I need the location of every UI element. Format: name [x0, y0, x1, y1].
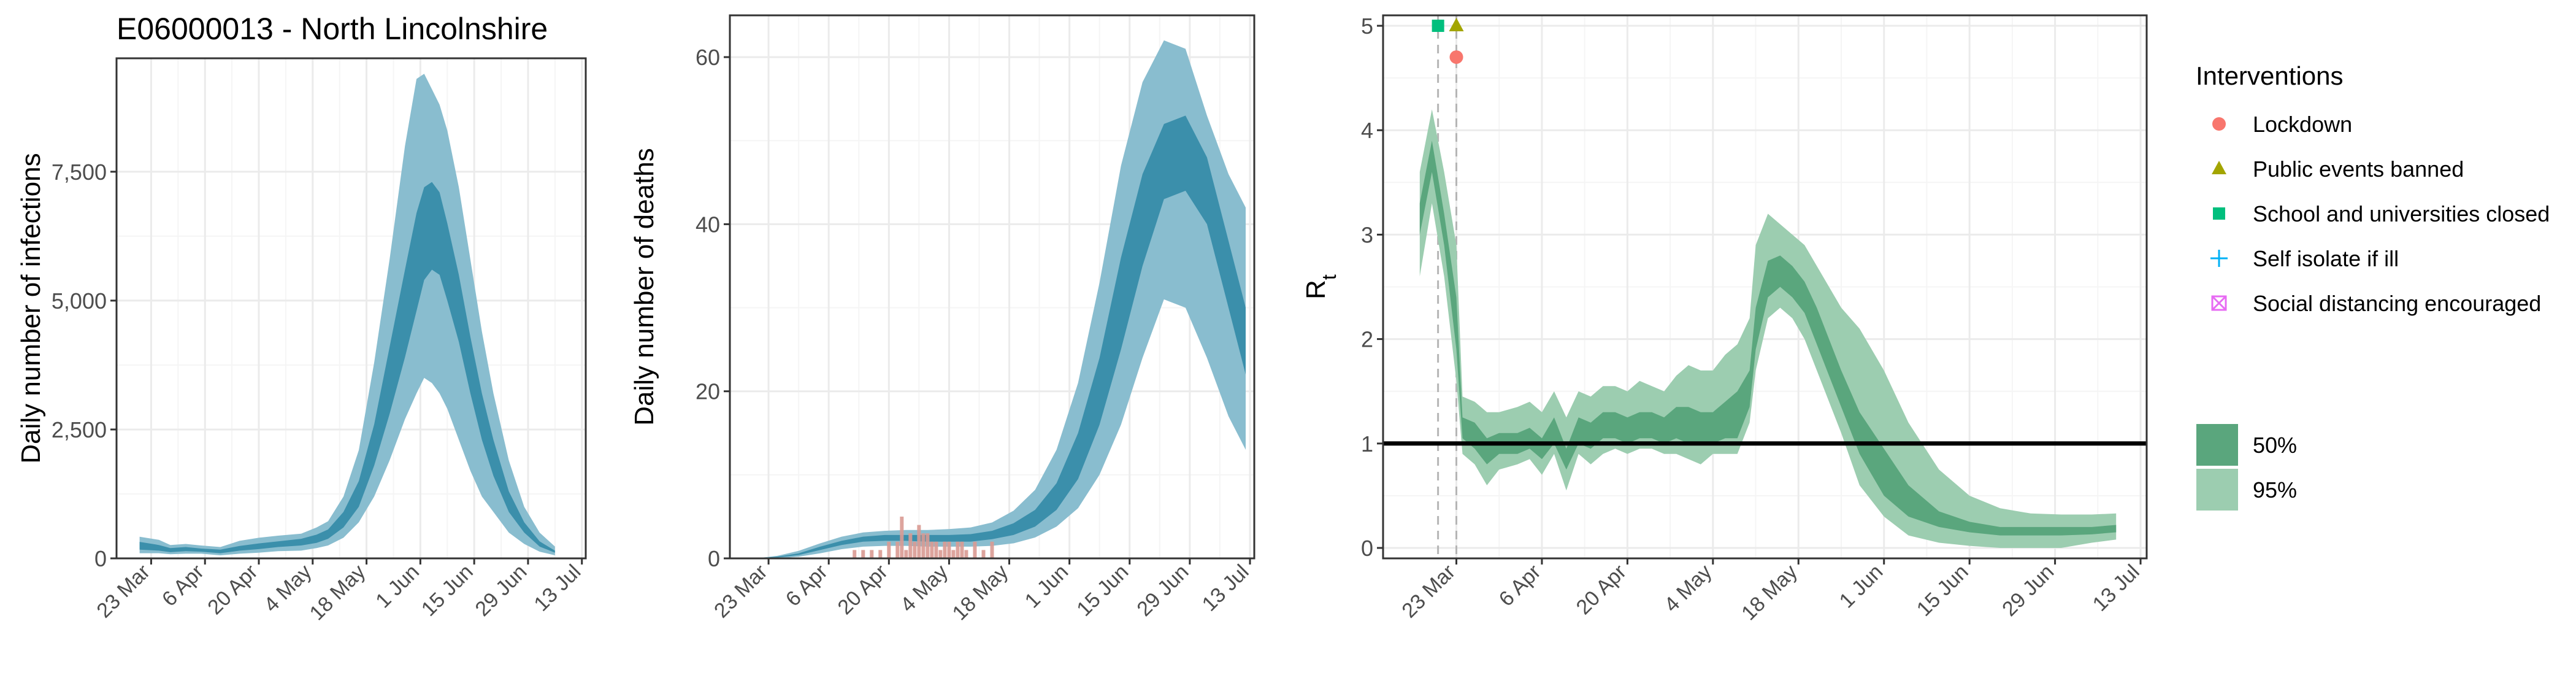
legend-item-label: School and universities closed [2253, 201, 2550, 226]
y-tick-label: 5 [1361, 13, 1373, 39]
panel-border [729, 14, 1255, 560]
observed-death-bar [973, 541, 977, 558]
panel-border [1382, 14, 2148, 560]
observed-death-bar [917, 525, 921, 558]
ci50-band [756, 115, 1246, 558]
y-tick-label: 20 [696, 379, 720, 404]
y-tick-label: 7,500 [52, 160, 107, 185]
y-tick-label: 40 [696, 212, 720, 237]
legend-item-label: 95% [2253, 477, 2297, 503]
y-tick-label: 0 [708, 546, 720, 571]
observed-death-bar [951, 550, 956, 558]
observed-death-bar [926, 533, 930, 558]
y-tick-label: 0 [1361, 536, 1373, 561]
observed-death-bar [887, 541, 891, 558]
observed-death-bar [943, 541, 947, 558]
y-tick-label: 5,000 [52, 288, 107, 314]
social-distancing-icon [2211, 295, 2227, 311]
observed-death-bar [930, 541, 934, 558]
social-distancing-icon [2211, 295, 2227, 311]
y-axis-title: Daily number of infections [16, 153, 46, 463]
legend-title: Interventions [2196, 61, 2343, 90]
observed-death-bar [895, 541, 900, 558]
ci95-band [139, 74, 555, 555]
observed-death-bar [853, 550, 857, 558]
legend: Interventions Lockdown Public events banne… [2195, 61, 2550, 512]
legend-item-label: Lockdown [2253, 112, 2352, 137]
observed-death-bar [921, 533, 926, 558]
ci95-band [756, 40, 1246, 559]
public-events-icon [2212, 161, 2226, 174]
observed-death-bar [960, 541, 964, 558]
observed-death-bar [878, 550, 883, 558]
public-events-marker [1449, 18, 1464, 32]
observed-death-bar [904, 550, 908, 558]
observed-death-bar [956, 541, 960, 558]
lockdown-marker [1449, 50, 1463, 64]
observed-death-bar [938, 550, 943, 558]
y-tick-label: 4 [1361, 118, 1373, 143]
observed-death-bar [947, 541, 951, 558]
ci50-swatch [2195, 423, 2239, 467]
observed-death-bar [990, 541, 994, 558]
ci50-band [139, 182, 555, 553]
observed-death-bar [934, 541, 938, 558]
y-axis-title-subscript: t [1318, 274, 1340, 280]
lockdown-icon [2212, 117, 2226, 131]
observed-death-bar [900, 516, 904, 558]
y-tick-label: 2 [1361, 327, 1373, 352]
ci95-swatch [2195, 468, 2239, 512]
y-axis-title: Daily number of deaths [629, 148, 659, 425]
observed-death-bar [870, 550, 874, 558]
observed-death-bar [981, 550, 986, 558]
y-tick-label: 2,500 [52, 417, 107, 442]
observed-death-bar [861, 550, 865, 558]
y-tick-label: 0 [94, 546, 107, 571]
legend-item-label: 50% [2253, 433, 2297, 458]
school-closure-icon [2213, 207, 2225, 220]
panel-border [115, 57, 587, 560]
ci50-band [1419, 141, 2117, 536]
legend-item-label: Public events banned [2253, 156, 2464, 182]
page-title: E06000013 - North Lincolnshire [117, 12, 548, 46]
observed-death-bar [964, 550, 968, 558]
legend-item-label: Social distancing encouraged [2253, 291, 2541, 316]
y-tick-label: 60 [696, 45, 720, 70]
y-tick-label: 3 [1361, 222, 1373, 247]
school-closure-marker [1432, 20, 1444, 33]
observed-death-bar [913, 541, 917, 558]
observed-death-bar [908, 533, 913, 558]
y-tick-label: 1 [1361, 431, 1373, 457]
legend-item-label: Self isolate if ill [2253, 246, 2399, 271]
